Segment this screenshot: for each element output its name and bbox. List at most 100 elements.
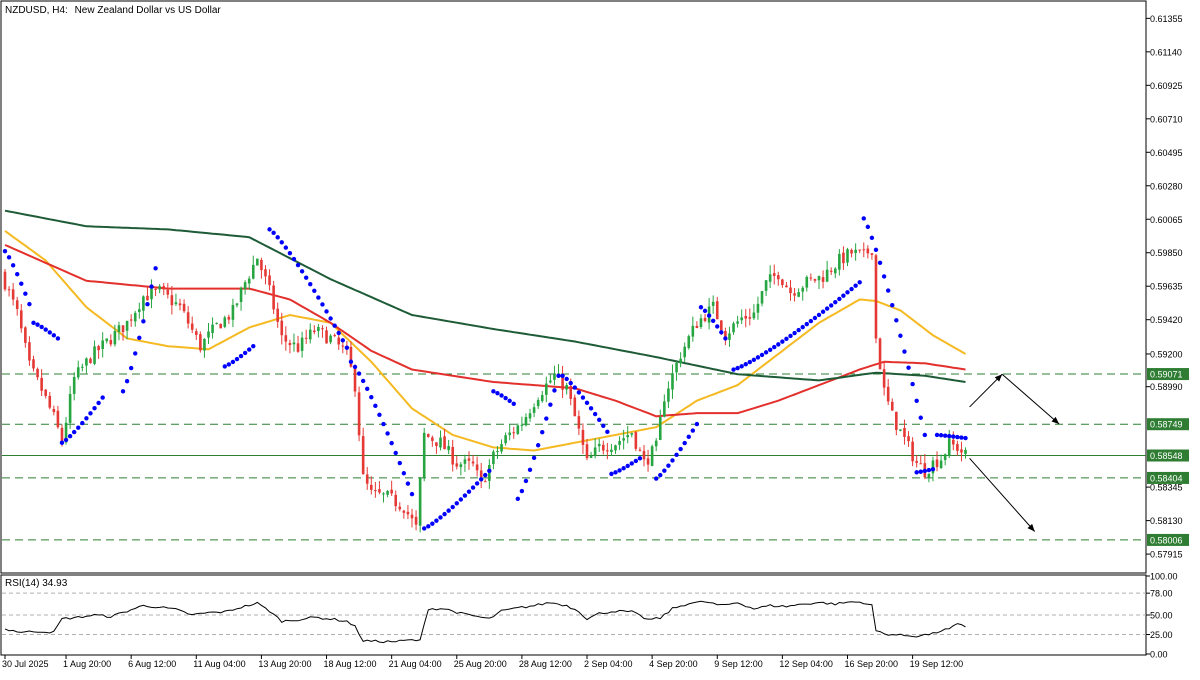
candle-body <box>915 460 918 463</box>
arrow-shaft <box>1001 373 1060 425</box>
candle <box>158 284 161 294</box>
candle <box>133 310 137 327</box>
sar-dot <box>287 251 293 256</box>
sar-dot <box>55 336 61 341</box>
sar-dot <box>861 216 866 221</box>
sar-dot <box>373 403 378 409</box>
price-tick-label: 0.59200 <box>1150 349 1183 359</box>
candle-body <box>630 433 634 435</box>
sar-layer <box>2 216 968 531</box>
candle-body <box>284 335 288 342</box>
rsi-tick-label: 25.00 <box>1150 630 1173 640</box>
candle-body <box>532 407 536 413</box>
candle <box>675 361 678 381</box>
chart-title: NZDUSD, H4: New Zealand Dollar vs US Dol… <box>5 5 221 16</box>
candle <box>243 280 247 295</box>
candle <box>618 436 621 450</box>
candle <box>549 374 552 384</box>
candle-body <box>414 516 418 525</box>
sar-dot <box>865 224 871 230</box>
trend-arrow-2 <box>969 457 1036 532</box>
candle-body <box>398 506 402 510</box>
sar-dot <box>503 395 508 401</box>
sar-dot <box>710 318 716 324</box>
sar-dot <box>332 323 337 328</box>
candle <box>117 321 121 341</box>
sar-dot <box>633 458 639 464</box>
candle-body <box>186 312 190 324</box>
candle <box>915 454 918 468</box>
candle-body <box>589 455 593 458</box>
sar-dot <box>324 309 329 314</box>
candle-body <box>935 459 939 468</box>
candle-body <box>68 393 72 423</box>
sar-dot <box>10 263 16 268</box>
candle <box>756 296 760 320</box>
candle <box>809 273 813 281</box>
candle-body <box>581 429 585 445</box>
candle-body <box>463 459 467 464</box>
candle-body <box>890 401 894 411</box>
candle <box>52 405 56 416</box>
candle <box>365 467 369 490</box>
candle <box>422 427 426 482</box>
price-tick-label: 0.60065 <box>1150 215 1183 225</box>
candle <box>272 280 275 314</box>
sar-dot <box>308 281 313 287</box>
candle-body <box>524 417 528 426</box>
sar-dot <box>544 416 549 421</box>
sar-dot <box>369 394 374 400</box>
candle <box>585 439 589 461</box>
price-level-label-text: 0.58548 <box>1150 451 1183 461</box>
candle-body <box>467 458 471 461</box>
time-tick-label: 4 Sep 20:00 <box>649 659 698 669</box>
sar-dot <box>662 468 667 473</box>
candle-body <box>451 446 454 465</box>
candle <box>886 379 890 406</box>
candle-body <box>838 253 841 270</box>
candle-body <box>138 309 141 313</box>
candle <box>443 428 446 450</box>
candle <box>239 286 243 311</box>
candle <box>325 326 328 344</box>
candle-body <box>178 303 182 306</box>
sar-dot <box>267 227 272 232</box>
sar-dot <box>100 395 105 400</box>
candle-body <box>728 333 731 340</box>
sar-dot <box>88 411 93 416</box>
rsi-tick-label: 78.00 <box>1150 589 1173 599</box>
candle <box>793 287 796 302</box>
candle <box>435 442 438 454</box>
candle-body <box>76 367 80 378</box>
candle <box>663 394 666 418</box>
sar-dot <box>389 440 394 446</box>
candle-body <box>711 301 715 306</box>
candle-body <box>203 338 206 351</box>
sar-dot <box>735 365 740 371</box>
candle-body <box>15 300 19 310</box>
candle-body <box>93 346 96 364</box>
candle <box>874 253 878 344</box>
candle <box>199 331 202 353</box>
sar-dot <box>430 521 435 526</box>
candle-body <box>703 317 707 322</box>
sar-dot <box>76 425 81 430</box>
price-tick-label: 0.60495 <box>1150 148 1183 158</box>
candle-body <box>964 449 967 454</box>
sar-dot <box>617 468 622 473</box>
candle-body <box>817 275 821 281</box>
candle <box>907 431 910 447</box>
sar-dot <box>674 452 679 458</box>
sar-dot <box>474 481 480 486</box>
candle <box>715 296 719 320</box>
candle <box>890 398 894 411</box>
sar-dot <box>906 365 911 370</box>
candle-body <box>121 325 125 333</box>
sar-dot <box>731 367 736 372</box>
sar-dot <box>934 432 940 438</box>
candle <box>227 314 231 324</box>
candle-body <box>797 292 800 297</box>
sar-dot <box>556 373 561 378</box>
candle <box>129 314 133 327</box>
